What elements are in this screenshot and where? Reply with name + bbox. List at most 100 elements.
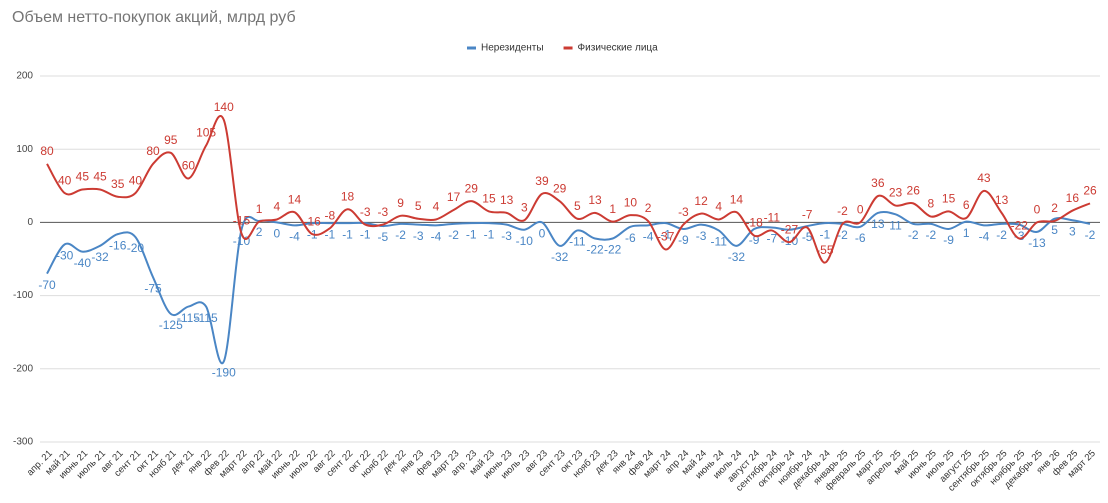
data-label: -40 — [74, 256, 92, 270]
data-label: 80 — [40, 144, 54, 158]
data-label: 13 — [500, 193, 514, 207]
y-tick-label: -100 — [13, 290, 33, 301]
data-label: -2 — [448, 228, 459, 242]
data-label: -18 — [745, 216, 763, 230]
data-label: -10 — [233, 234, 251, 248]
y-tick-label: -300 — [13, 437, 33, 448]
data-label: -4 — [431, 229, 442, 243]
data-label: -1 — [342, 227, 353, 241]
data-label: 6 — [963, 198, 970, 212]
data-label: 11 — [889, 219, 902, 233]
data-label: -37 — [657, 230, 675, 244]
data-label: -2 — [837, 228, 848, 242]
data-label: 4 — [273, 200, 280, 214]
data-label: -10 — [516, 234, 534, 248]
data-label: -1 — [325, 227, 336, 241]
data-label: -3 — [360, 205, 371, 219]
data-label: 95 — [164, 133, 178, 147]
data-label: 23 — [889, 186, 903, 200]
data-label: 29 — [553, 181, 567, 195]
data-label: -22 — [586, 243, 604, 257]
data-label: -75 — [144, 281, 162, 295]
series-line — [46, 210, 1091, 365]
data-label: -7 — [802, 208, 813, 222]
data-label: -5 — [378, 230, 389, 244]
data-label: -2 — [996, 228, 1007, 242]
data-label: -1 — [484, 227, 495, 241]
data-label: 17 — [447, 190, 461, 204]
data-label: -16 — [303, 214, 321, 228]
data-label: -2 — [395, 228, 406, 242]
data-label: -3 — [378, 205, 389, 219]
data-label: -2 — [926, 228, 937, 242]
data-label: 39 — [535, 174, 549, 188]
series-line — [46, 115, 1091, 264]
data-label: -9 — [749, 233, 760, 247]
data-label: 43 — [977, 171, 991, 185]
data-label: -1 — [660, 227, 671, 241]
data-label: 10 — [624, 195, 638, 209]
data-label: -11 — [764, 211, 781, 225]
data-label: 40 — [129, 173, 143, 187]
data-label: 5 — [574, 199, 581, 213]
data-label: -2 — [1085, 228, 1096, 242]
data-label: 1 — [609, 202, 616, 216]
data-label: 13 — [871, 217, 885, 231]
data-label: -5 — [802, 230, 813, 244]
data-label: -3 — [413, 229, 424, 243]
data-label: 4 — [433, 200, 440, 214]
data-label: 18 — [341, 189, 355, 203]
data-label: 26 — [1083, 184, 1097, 198]
data-label: -8 — [325, 208, 336, 222]
data-label: -11 — [711, 235, 728, 249]
data-label: 15 — [482, 192, 496, 206]
data-label: 13 — [588, 193, 602, 207]
data-label: -22 — [604, 243, 622, 257]
data-label: 45 — [76, 170, 90, 184]
data-label: -13 — [1028, 236, 1046, 250]
data-label: 36 — [871, 176, 885, 190]
data-label: 4 — [715, 200, 722, 214]
data-label: 3 — [1069, 224, 1076, 238]
data-label: -20 — [127, 241, 145, 255]
data-label: -2 — [908, 228, 919, 242]
data-label: -3 — [501, 229, 512, 243]
data-label: -190 — [212, 366, 236, 380]
data-label: -1 — [819, 227, 830, 241]
data-label: 35 — [111, 177, 125, 191]
data-label: 15 — [942, 192, 956, 206]
chart-title: Объем нетто-покупок акций, млрд руб — [12, 9, 296, 26]
data-label: 2 — [1051, 201, 1058, 215]
data-label: -4 — [289, 229, 300, 243]
data-label: -16 — [109, 238, 127, 252]
data-label: 8 — [928, 197, 935, 211]
y-tick-label: -200 — [13, 363, 33, 374]
data-label: 40 — [58, 173, 72, 187]
data-label: -27 — [781, 222, 799, 236]
legend-label: Нерезиденты — [481, 43, 544, 54]
data-label: 80 — [146, 144, 160, 158]
data-label: -7 — [766, 232, 777, 246]
data-label: 14 — [288, 192, 302, 206]
data-label: 140 — [214, 100, 234, 114]
data-label: -3 — [1014, 229, 1025, 243]
data-label: -11 — [569, 235, 586, 249]
data-label: -9 — [678, 233, 689, 247]
y-tick-label: 0 — [27, 217, 33, 228]
data-label: -115 — [195, 311, 218, 325]
data-label: -15 — [233, 214, 251, 228]
data-label: -3 — [696, 229, 707, 243]
data-label: 5 — [1051, 223, 1058, 237]
data-label: -4 — [643, 229, 654, 243]
data-label: 60 — [182, 159, 196, 173]
data-label: -55 — [816, 243, 834, 257]
data-label: -32 — [728, 250, 746, 264]
data-label: 45 — [93, 170, 107, 184]
data-label: 0 — [1034, 203, 1041, 217]
data-label: -9 — [943, 233, 954, 247]
data-label: -125 — [159, 318, 183, 332]
data-label: 29 — [465, 181, 479, 195]
data-label: 9 — [397, 196, 404, 210]
data-label: 1 — [256, 202, 263, 216]
